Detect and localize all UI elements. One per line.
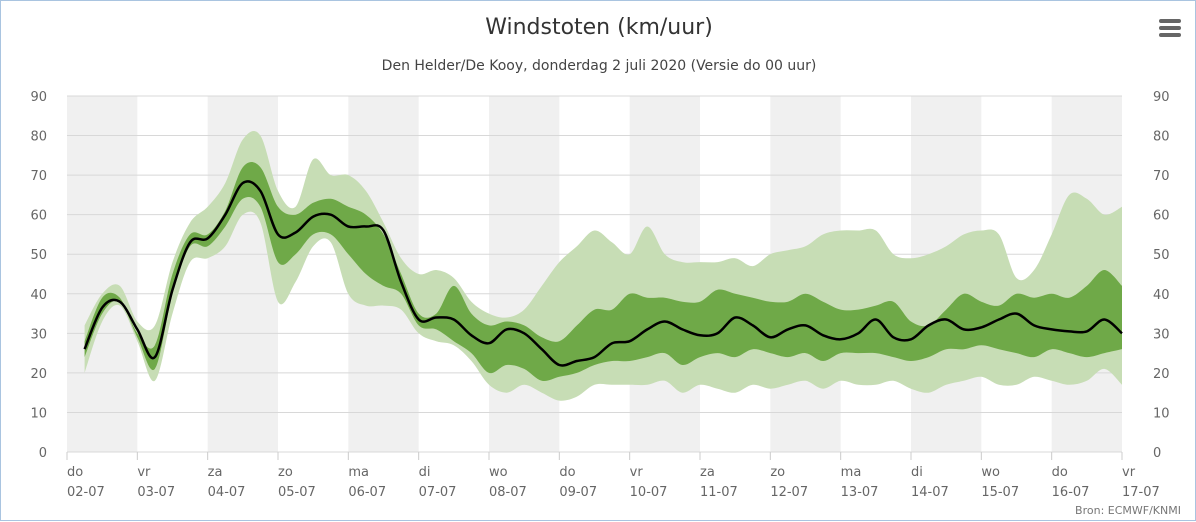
y-tick-label-left: 40 (30, 288, 47, 303)
x-tick-date: 02-07 (67, 485, 105, 500)
chart-subtitle: Den Helder/De Kooy, donderdag 2 juli 202… (382, 58, 817, 74)
x-tick-date: 10-07 (630, 485, 668, 500)
x-tick-day: wo (981, 465, 1000, 480)
y-tick-label-right: 50 (1153, 248, 1170, 263)
x-tick-date: 17-07 (1122, 485, 1160, 500)
y-tick-label-right: 70 (1153, 169, 1170, 184)
axis-labels: 0 0 10 10 20 20 30 30 40 40 50 50 60 60 70 70 80 80 90 90 do… (30, 90, 1169, 500)
x-tick-day: ma (841, 465, 862, 480)
inner-band-area (84, 161, 1122, 382)
x-tick-day: za (208, 465, 223, 480)
hamburger-icon (1159, 26, 1181, 30)
x-tick-day: vr (630, 465, 644, 480)
x-tick-date: 03-07 (137, 485, 175, 500)
x-tick-date: 11-07 (700, 485, 738, 500)
x-tick-day: di (419, 465, 431, 480)
median-series (83, 180, 1123, 367)
x-tick-date: 16-07 (1052, 485, 1090, 500)
y-tick-label-right: 40 (1153, 288, 1170, 303)
y-tick-label-right: 90 (1153, 90, 1170, 105)
x-tick-date: 14-07 (911, 485, 949, 500)
y-tick-label-left: 80 (30, 130, 47, 145)
y-tick-label-left: 20 (30, 367, 47, 382)
x-tick-day: zo (278, 465, 293, 480)
x-tick-date: 13-07 (841, 485, 879, 500)
x-tick-day: vr (1122, 465, 1136, 480)
x-tick-day: za (700, 465, 715, 480)
y-tick-label-left: 10 (30, 406, 47, 421)
x-tick-day: do (1052, 465, 1068, 480)
x-tick-date: 12-07 (770, 485, 808, 500)
y-tick-label-left: 60 (30, 209, 47, 224)
x-tick-date: 04-07 (208, 485, 246, 500)
x-tick-day: do (67, 465, 83, 480)
y-tick-label-left: 70 (30, 169, 47, 184)
x-tick-date: 07-07 (419, 485, 457, 500)
x-tick-day: wo (489, 465, 508, 480)
x-tick-day: zo (770, 465, 785, 480)
hamburger-icon (1159, 19, 1181, 23)
y-tick-label-left: 30 (30, 327, 47, 342)
x-tick-day: ma (348, 465, 369, 480)
chart-menu-button[interactable] (1156, 19, 1184, 43)
y-tick-label-left: 0 (39, 446, 47, 461)
x-tick-date: 09-07 (559, 485, 597, 500)
x-tick-date: 08-07 (489, 485, 527, 500)
x-tick-day: do (559, 465, 575, 480)
x-tick-date: 06-07 (348, 485, 386, 500)
median-line (83, 180, 1123, 367)
y-tick-label-left: 90 (30, 90, 47, 105)
hamburger-icon (1159, 33, 1181, 37)
day-shade-band (67, 96, 138, 452)
y-tick-label-right: 10 (1153, 406, 1170, 421)
y-tick-label-right: 60 (1153, 209, 1170, 224)
day-shade-band (489, 96, 560, 452)
x-tick-day: di (911, 465, 923, 480)
x-tick-date: 05-07 (278, 485, 316, 500)
y-tick-label-right: 30 (1153, 327, 1170, 342)
y-tick-label-right: 80 (1153, 130, 1170, 145)
x-tick-day: vr (137, 465, 151, 480)
x-tick-date: 15-07 (981, 485, 1019, 500)
bands (84, 130, 1122, 401)
chart-title: Windstoten (km/uur) (485, 15, 713, 40)
y-tick-label-left: 50 (30, 248, 47, 263)
y-tick-label-right: 0 (1153, 446, 1161, 461)
credits-text[interactable]: Bron: ECMWF/KNMI (1075, 504, 1181, 517)
y-tick-label-right: 20 (1153, 367, 1170, 382)
